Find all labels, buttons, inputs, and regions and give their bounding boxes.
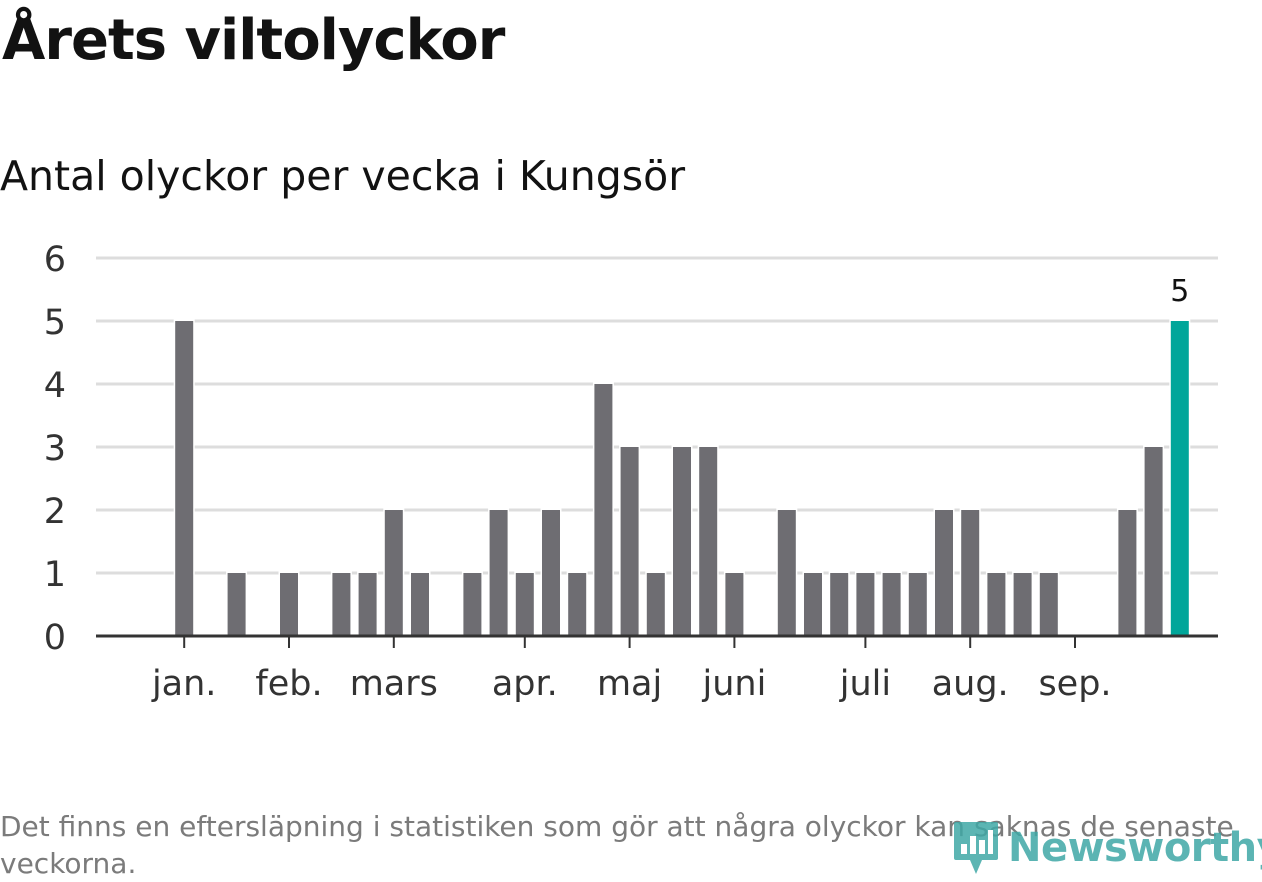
bar xyxy=(646,573,665,636)
bar xyxy=(1039,573,1058,636)
bar xyxy=(358,573,377,636)
chart-subtitle: Antal olyckor per vecka i Kungsör xyxy=(0,152,686,200)
bar xyxy=(777,510,796,636)
footnote: Det finns en eftersläpning i statistiken… xyxy=(0,810,1234,880)
bar xyxy=(830,573,849,636)
bar xyxy=(1144,447,1163,636)
x-tick-label: maj xyxy=(597,664,662,704)
y-axis-ticks: 0 1 2 3 4 5 6 xyxy=(44,240,66,658)
x-tick-label: mars xyxy=(350,664,438,704)
x-tick-label: juli xyxy=(839,664,891,704)
bar xyxy=(542,510,560,636)
chart-title: Årets viltolyckor xyxy=(2,8,505,73)
bar xyxy=(935,510,953,636)
bar xyxy=(515,573,534,636)
y-tick-label: 5 xyxy=(44,303,66,343)
bar xyxy=(987,573,1006,636)
highlight-value-label: 5 xyxy=(1170,274,1189,309)
bar xyxy=(673,447,691,636)
x-axis: jan. feb. mars apr. maj juni juli aug. sep. xyxy=(96,634,1218,704)
bar xyxy=(725,573,744,636)
bar xyxy=(1013,573,1032,636)
y-tick-label: 0 xyxy=(44,618,66,658)
bar xyxy=(280,573,298,636)
newsworthy-logo: Newsworthy xyxy=(952,818,1262,878)
bar xyxy=(882,573,901,636)
bar xyxy=(384,510,403,636)
x-tick-label: feb. xyxy=(255,664,322,704)
data-labels: 5 xyxy=(1170,274,1189,309)
bar xyxy=(175,321,194,636)
bar xyxy=(463,573,482,636)
bar xyxy=(411,573,429,636)
bar xyxy=(961,510,980,636)
bar xyxy=(620,447,639,636)
x-tick-label: aug. xyxy=(932,664,1009,704)
bar xyxy=(1118,510,1137,636)
bar-chart-badge-icon xyxy=(954,822,998,874)
bar xyxy=(594,384,613,636)
y-tick-label: 3 xyxy=(44,429,66,469)
x-tick-label: apr. xyxy=(492,664,558,704)
grid-lines xyxy=(96,256,1218,575)
bar xyxy=(699,447,718,636)
x-tick-label: sep. xyxy=(1038,664,1111,704)
bar xyxy=(227,573,246,636)
x-tick-label: juni xyxy=(701,664,766,704)
bar xyxy=(804,573,822,636)
logo-text: Newsworthy xyxy=(1008,825,1262,871)
bar xyxy=(568,573,587,636)
y-tick-label: 2 xyxy=(44,492,66,532)
bar-highlight xyxy=(1170,321,1189,636)
y-tick-label: 4 xyxy=(44,366,66,406)
y-tick-label: 1 xyxy=(44,555,66,595)
bar xyxy=(908,573,927,636)
bar xyxy=(332,573,351,636)
y-tick-label: 6 xyxy=(44,240,66,280)
x-tick-label: jan. xyxy=(151,664,216,704)
bar xyxy=(489,510,508,636)
bars xyxy=(173,319,1191,636)
bar xyxy=(856,573,875,636)
